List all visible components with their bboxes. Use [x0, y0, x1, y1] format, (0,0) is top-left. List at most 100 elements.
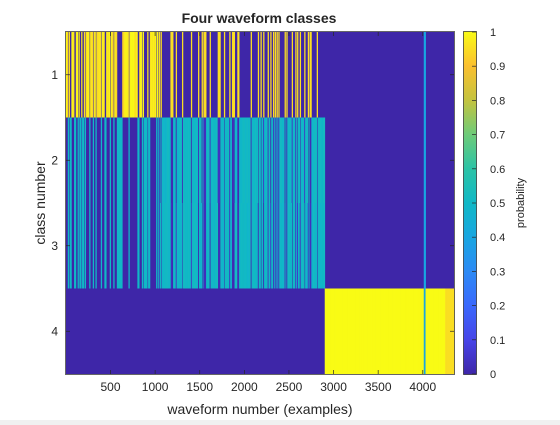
heatmap-cell — [278, 32, 280, 118]
heatmap-cell — [214, 117, 217, 203]
heatmap-cell — [157, 32, 159, 118]
heatmap-cell — [374, 288, 376, 374]
heatmap-cell — [177, 117, 179, 203]
heatmap-cell — [184, 117, 186, 203]
heatmap-cell — [186, 203, 188, 289]
heatmap-cell — [154, 32, 156, 118]
heatmap-cell — [134, 32, 136, 118]
heatmap-cell — [118, 203, 120, 289]
colorbar-ticks: 0 0.1 0.2 0.3 0.4 0.5 0.6 0.7 0.8 0.9 1 — [472, 27, 505, 381]
heatmap-cell — [201, 32, 203, 118]
heatmap-cell — [194, 117, 196, 203]
heatmap-cell — [232, 117, 235, 203]
heatmap-cell — [326, 288, 328, 374]
heatmap-cell — [231, 117, 233, 203]
heatmap-cell — [205, 203, 207, 289]
heatmap-cell — [314, 117, 316, 203]
heatmap-cell — [291, 32, 294, 118]
heatmap-cell — [174, 203, 177, 289]
y-tick-label: 2 — [51, 153, 58, 167]
heatmap-cell — [303, 117, 305, 203]
heatmap-cell — [214, 117, 216, 203]
heatmap-cell — [250, 32, 252, 118]
heatmap-cell — [308, 117, 310, 203]
heatmap-cell — [272, 203, 275, 289]
heatmap-cell — [270, 117, 272, 203]
heatmap-cell — [410, 288, 412, 374]
heatmap-cell — [246, 203, 248, 289]
heatmap-cell — [307, 203, 310, 289]
heatmap-cell — [203, 32, 205, 118]
heatmap-cell — [158, 32, 161, 118]
heatmap-cell — [210, 203, 212, 289]
heatmap-cell — [239, 203, 242, 289]
x-tick-label: 4000 — [409, 380, 436, 394]
colorbar-tick-label: 0.7 — [490, 130, 505, 142]
heatmap-cell — [420, 288, 422, 374]
heatmap-cell — [385, 288, 387, 374]
x-axis-ticks: 500 1000 1500 2000 2500 3000 3500 4000 — [101, 32, 436, 394]
heatmap-cell — [346, 288, 348, 374]
heatmap-cell — [316, 32, 318, 118]
heatmap-cell — [284, 203, 286, 289]
heatmap-cell — [303, 203, 305, 289]
heatmap-cell — [225, 203, 227, 289]
colorbar — [463, 31, 477, 375]
heatmap-cell — [71, 32, 73, 118]
heatmap-cell — [390, 288, 393, 374]
heatmap-cell — [161, 117, 163, 203]
heatmap-cell — [381, 288, 384, 374]
heatmap-cell — [95, 117, 97, 203]
heatmap-cell — [444, 288, 446, 374]
heatmap-cell — [399, 288, 401, 374]
heatmap-cell — [344, 288, 346, 374]
heatmap-cell — [347, 288, 349, 374]
heatmap-cell — [322, 203, 324, 289]
heatmap-cell — [289, 203, 291, 289]
heatmap-cell — [275, 117, 277, 203]
heatmap-cell — [355, 288, 357, 374]
heatmap-cell — [296, 117, 298, 203]
heatmap-cell — [436, 288, 438, 374]
heatmap-cell — [424, 32, 426, 118]
heatmap-cell — [341, 288, 343, 374]
heatmap-cell — [328, 288, 330, 374]
heatmap-cell — [265, 117, 268, 203]
heatmap-cell — [179, 203, 181, 289]
heatmap-cell — [284, 117, 286, 203]
heatmap-cell — [166, 203, 169, 289]
heatmap-cell — [245, 117, 247, 203]
heatmap-cell — [261, 117, 263, 203]
heatmap-cell — [248, 203, 251, 289]
heatmap-cell — [198, 203, 200, 289]
heatmap-cell — [193, 117, 195, 203]
y-tick-label: 1 — [51, 68, 58, 82]
heatmap-cell — [264, 117, 266, 203]
heatmap-cell — [178, 203, 180, 289]
heatmap-cell — [74, 203, 77, 289]
heatmap-cell — [411, 288, 413, 374]
heatmap-cell — [189, 117, 191, 203]
heatmap-cell — [290, 117, 293, 203]
heatmap-cell — [423, 117, 426, 203]
heatmap-cell — [128, 117, 130, 203]
heatmap-cell — [183, 203, 186, 289]
heatmap-cell — [301, 203, 303, 289]
heatmap-cell — [356, 288, 359, 374]
heatmap-cell — [155, 32, 157, 118]
heatmap-cell — [86, 32, 88, 118]
heatmap-cell — [162, 203, 164, 289]
heatmap-cell — [160, 117, 162, 203]
heatmap-cell — [144, 203, 146, 289]
heatmap-cell — [361, 288, 363, 374]
heatmap-cell — [354, 288, 356, 374]
heatmap-cell — [172, 32, 174, 118]
heatmap-cell — [210, 117, 212, 203]
heatmap-cell — [178, 117, 180, 203]
heatmap-cell — [80, 203, 82, 289]
heatmap-cell — [79, 117, 81, 203]
heatmap-cell — [120, 203, 122, 289]
heatmap-cell — [321, 117, 323, 203]
x-tick-label: 3000 — [320, 380, 347, 394]
heatmap-cell — [227, 117, 229, 203]
